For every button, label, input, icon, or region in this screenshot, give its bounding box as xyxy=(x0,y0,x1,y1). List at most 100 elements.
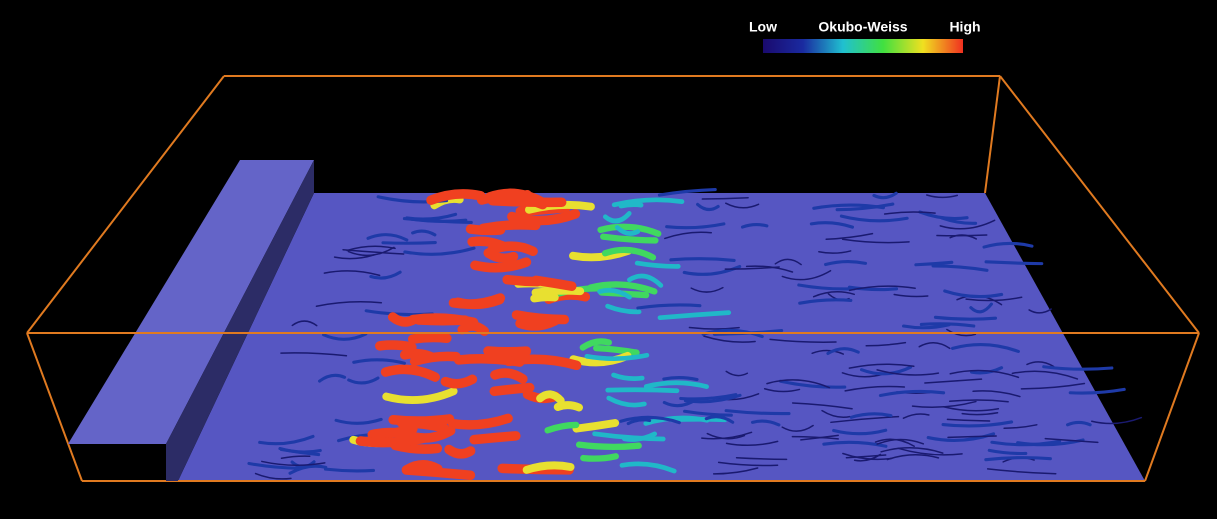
box-edge xyxy=(26,332,83,482)
vortex-tube xyxy=(411,229,437,237)
vortex-tube xyxy=(712,467,759,475)
vortex-tube xyxy=(489,382,535,397)
vortex-tube xyxy=(948,399,1009,403)
vortex-tube xyxy=(811,349,845,355)
vortex-tube xyxy=(593,344,640,356)
vortex-tube xyxy=(845,454,887,459)
vortex-tube xyxy=(380,364,440,382)
vortex-tube xyxy=(946,328,977,337)
vortex-tube xyxy=(669,257,736,262)
vortex-tube xyxy=(848,285,916,292)
vortex-tube xyxy=(381,240,437,245)
vortex-tube xyxy=(1066,420,1092,427)
vortex-tube xyxy=(841,238,910,244)
vortex-tube xyxy=(664,231,713,240)
vortex-tube xyxy=(982,241,1034,249)
vortex-tube xyxy=(950,343,1020,353)
vortex-tube xyxy=(822,440,888,448)
step-side xyxy=(166,160,314,481)
vortex-tube xyxy=(507,209,581,226)
vortex-tube xyxy=(346,245,396,252)
vortex-tube xyxy=(763,387,801,393)
vortex-tube xyxy=(821,409,851,418)
vortex-tube xyxy=(600,233,659,244)
floor xyxy=(178,193,1145,481)
step-top xyxy=(68,160,314,444)
vortex-tube xyxy=(848,363,915,369)
vortex-tube xyxy=(897,447,963,456)
vortex-tube xyxy=(886,454,940,461)
vortex-tube xyxy=(735,456,788,461)
vortex-tube xyxy=(724,266,780,270)
legend-low: Low xyxy=(749,19,777,35)
vortex-tube xyxy=(254,472,292,480)
vortex-tube xyxy=(1011,370,1079,380)
vortex-tube xyxy=(553,401,583,412)
vortex-tube xyxy=(572,419,620,433)
vortex-tube xyxy=(844,385,906,392)
vortex-tube xyxy=(1068,387,1126,395)
vortex-tube xyxy=(949,369,1020,379)
vortex-tube xyxy=(818,250,852,254)
vortex-tube xyxy=(778,379,847,389)
vortex-tube xyxy=(859,365,913,376)
vortex-tube xyxy=(444,444,476,459)
vortex-tube xyxy=(791,402,853,410)
vortex-tube xyxy=(440,374,478,389)
vortex-tube xyxy=(322,332,368,341)
vortex-tube xyxy=(323,467,376,473)
vortex-tube xyxy=(503,354,582,371)
vortex-tube xyxy=(791,435,839,440)
vortex-tube xyxy=(467,236,508,251)
vortex-tube xyxy=(688,326,740,330)
vortex-tube xyxy=(605,387,680,394)
box-edge xyxy=(1144,332,1200,482)
vortex-tube xyxy=(809,221,854,229)
vortex-tube xyxy=(690,286,724,293)
vortex-tube xyxy=(969,302,993,314)
vortex-tube xyxy=(408,313,479,328)
vortex-tube xyxy=(972,390,1021,398)
vortex-tube xyxy=(931,264,989,272)
vortex-tube xyxy=(447,413,513,430)
vortex-tube xyxy=(618,202,644,209)
legend-title: Okubo-Weiss xyxy=(818,19,907,35)
vortex-tube xyxy=(924,378,983,384)
vortex-tube xyxy=(701,196,749,200)
vortex-tube xyxy=(683,393,742,404)
vortex-tube xyxy=(334,417,383,425)
vortex-tube xyxy=(347,376,380,385)
vortex-tube xyxy=(544,421,580,434)
vortex-tube xyxy=(597,287,632,300)
vortex-tube xyxy=(986,468,1057,475)
vortex-tube xyxy=(965,296,1023,302)
vortex-tube xyxy=(839,214,909,223)
vortex-tube xyxy=(750,419,781,427)
vortex-tube xyxy=(1003,424,1038,430)
vortex-tube xyxy=(261,460,326,466)
vortex-tube xyxy=(683,409,733,417)
vortex-tube xyxy=(832,428,888,436)
bounding-box-back xyxy=(26,75,1200,482)
vortex-tube xyxy=(619,415,681,425)
vortex-tube xyxy=(797,283,856,291)
vortex-tube xyxy=(984,260,1044,266)
vortex-tube xyxy=(511,310,570,325)
vortex-tube xyxy=(704,415,735,424)
vortex-tube xyxy=(1028,308,1052,314)
vortex-tube xyxy=(622,431,658,442)
vortex-tube xyxy=(774,258,802,266)
vortex-tube xyxy=(826,347,860,355)
vortex-tube xyxy=(830,415,900,424)
colorbar xyxy=(763,39,963,53)
vortex-tube xyxy=(318,373,347,383)
vortex-tube xyxy=(476,192,548,210)
vortex-tube xyxy=(396,418,449,433)
vortex-tube xyxy=(703,335,756,343)
vortex-tube xyxy=(769,338,837,343)
vortex-tube xyxy=(626,418,652,426)
vortex-tube xyxy=(643,380,709,390)
vortex-tube xyxy=(579,338,613,351)
vortex-tube xyxy=(407,332,452,344)
vortex-tube xyxy=(584,352,650,362)
